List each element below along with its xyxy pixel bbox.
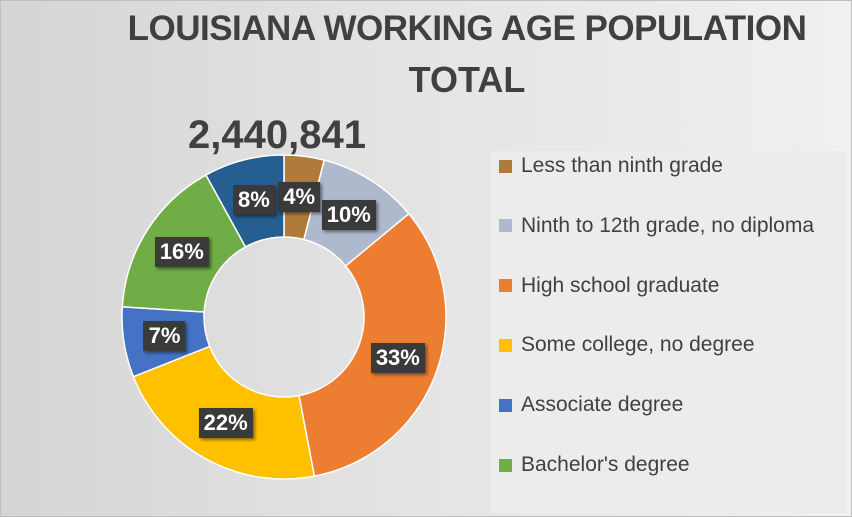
slice-data-label: 7% (143, 320, 186, 351)
legend-swatch (499, 398, 512, 412)
legend-item: Some college, no degree (499, 332, 755, 358)
legend-label: Less than ninth grade (521, 154, 723, 177)
slice-data-label: 16% (154, 237, 209, 268)
legend-item: Bachelor's degree (499, 452, 690, 478)
legend-swatch (499, 279, 512, 293)
legend-swatch (499, 159, 512, 173)
legend-item: Associate degree (499, 392, 683, 418)
legend (491, 151, 846, 513)
legend-swatch (499, 338, 512, 352)
legend-label: Associate degree (521, 393, 684, 417)
slice-data-label: 33% (370, 342, 425, 373)
slice-data-label: 8% (233, 184, 275, 215)
chart-title: LOUISIANA WORKING AGE POPULATION (127, 9, 807, 48)
legend-item: Ninth to 12th grade, no diploma (499, 213, 814, 239)
legend-swatch (499, 219, 512, 233)
legend-label: Ninth to 12th grade, no diploma (521, 213, 815, 237)
slice-data-label: 10% (321, 199, 376, 230)
legend-label: Bachelor's degree (521, 453, 690, 476)
legend-item: Less than ninth grade (499, 153, 723, 179)
legend-label: Some college, no degree (521, 333, 755, 357)
chart-subtitle-total-label: TOTAL (408, 59, 526, 100)
legend-item: High school graduate (499, 273, 719, 299)
slice-data-label: 22% (198, 408, 253, 439)
slice-data-label: 4% (278, 181, 321, 212)
chart-subtitle-total-value: 2,440,841 (188, 113, 366, 157)
legend-label: High school graduate (521, 273, 720, 297)
legend-swatch (499, 458, 512, 472)
